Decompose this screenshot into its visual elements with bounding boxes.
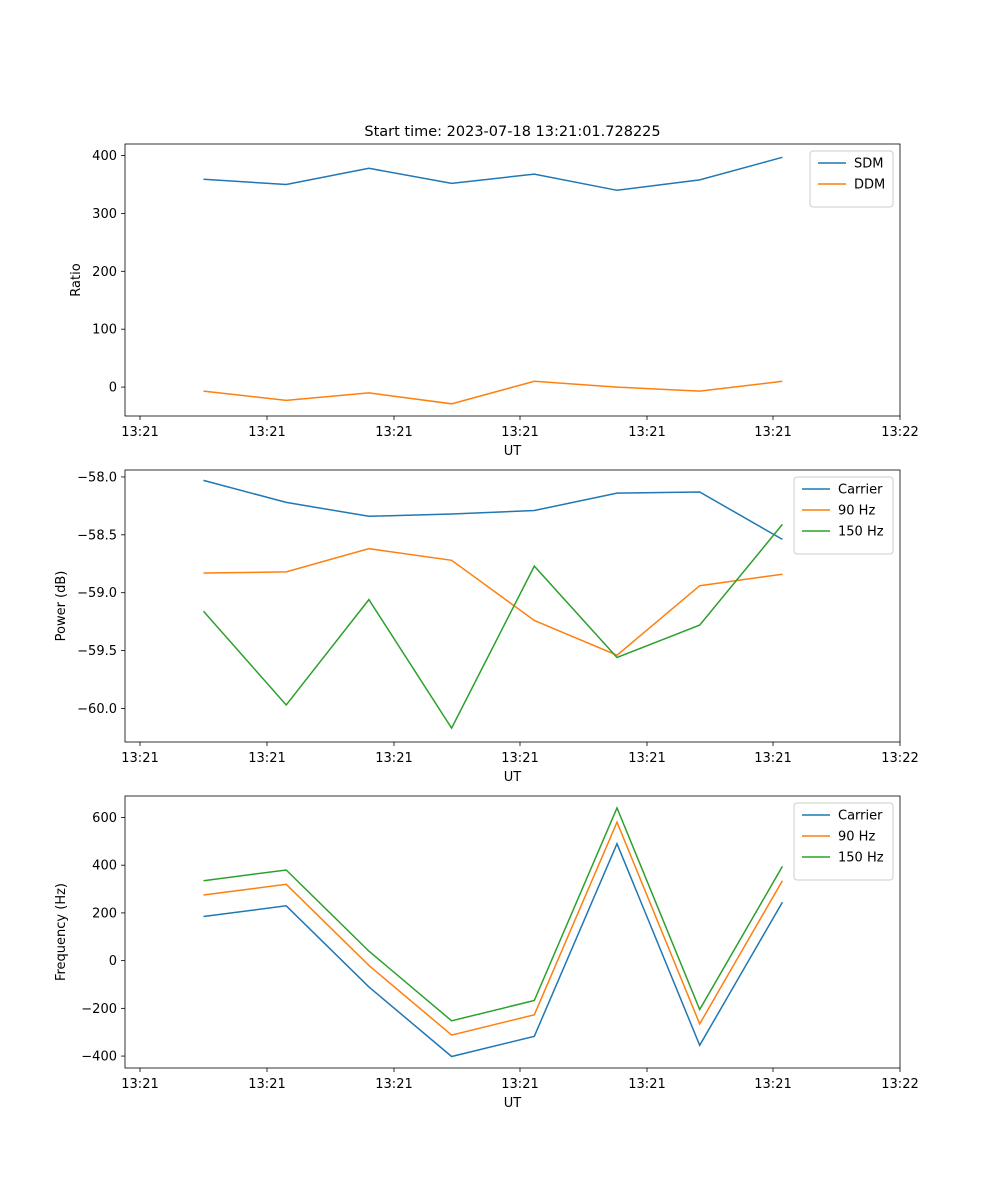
x-tick-label: 13:21 [501, 751, 538, 766]
x-tick-label: 13:21 [121, 1077, 158, 1092]
x-tick-label: 13:21 [248, 1077, 285, 1092]
x-tick-label: 13:21 [121, 425, 158, 440]
x-tick-label: 13:21 [248, 751, 285, 766]
y-tick-label: 100 [92, 323, 117, 338]
series-line-90-hz [203, 820, 784, 1036]
x-axis-label: UT [504, 1096, 522, 1111]
y-tick-label: −58.0 [77, 470, 117, 485]
y-tick-label: −59.5 [77, 644, 117, 659]
y-axis-label: Frequency (Hz) [54, 883, 69, 981]
y-tick-label: −400 [81, 1050, 117, 1065]
x-tick-label: 13:21 [375, 425, 412, 440]
y-tick-label: −59.0 [77, 586, 117, 601]
y-tick-label: −200 [81, 1002, 117, 1017]
y-tick-label: −58.5 [77, 528, 117, 543]
legend: Carrier 90 Hz 150 Hz [793, 802, 894, 881]
x-tick-label: 13:21 [248, 425, 285, 440]
panel-2: 13:21 13:21 13:21 13:21 13:21 13:21 13:22 −58.0… [54, 469, 919, 785]
y-axis-label: Ratio [69, 263, 84, 296]
legend-label: 150 Hz [838, 851, 884, 866]
x-tick-label: 13:21 [628, 751, 665, 766]
legend-label: 150 Hz [838, 525, 884, 540]
legend: SDM DDM [809, 150, 894, 208]
series-line-150-hz [203, 805, 784, 1022]
legend-label: Carrier [838, 809, 883, 824]
series-line-carrier [203, 841, 784, 1058]
legend-label: SDM [854, 157, 883, 172]
y-tick-label: 400 [92, 149, 117, 164]
x-tick-label: 13:21 [754, 751, 791, 766]
legend-label: 90 Hz [838, 504, 875, 519]
y-tick-label: −60.0 [77, 702, 117, 717]
axes-frame [124, 469, 901, 743]
legend-label: Carrier [838, 483, 883, 498]
legend: Carrier 90 Hz 150 Hz [793, 476, 894, 555]
y-tick-label: 400 [92, 859, 117, 874]
x-tick-label: 13:22 [881, 1077, 918, 1092]
x-axis-label: UT [504, 770, 522, 785]
series-line-carrier [203, 479, 783, 541]
x-tick-label: 13:21 [501, 425, 538, 440]
y-tick-label: 0 [109, 954, 117, 969]
series-line-150-hz [202, 523, 783, 730]
x-tick-label: 13:21 [628, 1077, 665, 1092]
y-tick-label: 600 [92, 811, 117, 826]
legend-label: 90 Hz [838, 830, 875, 845]
panels: 13:21 13:21 13:21 13:21 13:21 13:21 13:22 0 100 2… [54, 143, 919, 1111]
x-tick-label: 13:21 [501, 1077, 538, 1092]
y-axis-label: Power (dB) [54, 571, 69, 642]
panel-3: 13:21 13:21 13:21 13:21 13:21 13:21 13:22 −400 −… [54, 795, 919, 1111]
x-tick-label: 13:22 [881, 425, 918, 440]
legend-box [793, 802, 894, 881]
series-line-sdm [203, 156, 783, 192]
x-tick-label: 13:21 [375, 751, 412, 766]
panel-1: 13:21 13:21 13:21 13:21 13:21 13:21 13:22 0 100 2… [69, 143, 919, 459]
x-tick-label: 13:22 [881, 751, 918, 766]
x-tick-label: 13:21 [375, 1077, 412, 1092]
series-line-90-hz [203, 547, 783, 657]
y-tick-label: 300 [92, 207, 117, 222]
y-tick-label: 200 [92, 265, 117, 280]
series-line-ddm [203, 380, 783, 405]
legend-box [793, 476, 894, 555]
axes-frame [124, 143, 901, 417]
y-tick-label: 0 [109, 381, 117, 396]
x-axis-label: UT [504, 444, 522, 459]
x-tick-label: 13:21 [754, 425, 791, 440]
x-tick-label: 13:21 [628, 425, 665, 440]
figure-title: Start time: 2023-07-18 13:21:01.728225 [364, 124, 660, 140]
x-tick-label: 13:21 [754, 1077, 791, 1092]
y-tick-label: 200 [92, 906, 117, 921]
legend-label: DDM [854, 178, 885, 193]
axes-frame [124, 795, 901, 1069]
x-tick-label: 13:21 [121, 751, 158, 766]
legend-box [809, 150, 894, 208]
